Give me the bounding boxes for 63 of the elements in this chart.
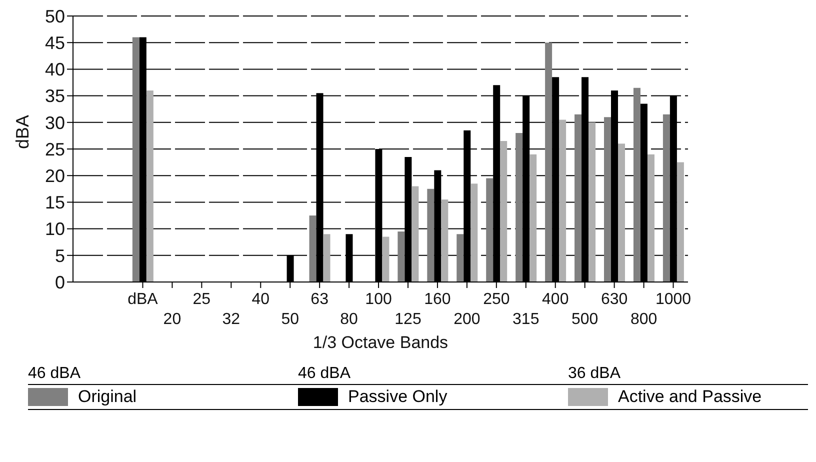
- bar: [647, 154, 654, 282]
- x-tick-label: 1000: [655, 291, 692, 308]
- bar: [530, 154, 537, 282]
- bar: [516, 133, 523, 282]
- y-tick-label: 10: [44, 219, 65, 240]
- x-tick-label: 400: [542, 291, 569, 308]
- bar: [382, 236, 390, 282]
- y-tick-label: 20: [44, 166, 65, 186]
- x-tick-label: 40: [252, 291, 270, 308]
- bar: [559, 120, 566, 282]
- bar: [588, 122, 596, 282]
- x-tick-label: 500: [571, 311, 598, 328]
- x-tick-label: 160: [424, 291, 451, 308]
- bar: [132, 37, 140, 282]
- x-tick-label: 25: [192, 291, 211, 308]
- legend-label: Passive Only: [348, 387, 448, 407]
- x-tick-label: 100: [365, 291, 392, 308]
- bar: [676, 162, 684, 282]
- y-tick-label: 40: [44, 60, 65, 80]
- x-tick-label: dBA: [128, 291, 158, 308]
- y-tick-label: 30: [44, 112, 65, 133]
- y-tick-label: 5: [54, 246, 65, 266]
- bar: [500, 141, 508, 282]
- legend-label: Active and Passive: [618, 387, 762, 407]
- x-tick-label: 315: [512, 311, 540, 328]
- y-tick-label: 35: [44, 86, 65, 106]
- bar: [323, 234, 330, 282]
- bar: [574, 114, 582, 282]
- text: 46 dBA: [298, 365, 350, 383]
- bar: [309, 216, 316, 282]
- bar: [545, 42, 552, 282]
- x-tick-label: 20: [163, 311, 182, 328]
- y-tick-label: 0: [54, 272, 65, 292]
- bar: [412, 186, 419, 282]
- x-tick-label: 50: [281, 311, 300, 328]
- bar: [662, 114, 670, 282]
- x-tick-label: 80: [340, 311, 358, 328]
- text: 46 dBA: [28, 365, 80, 383]
- bar: [633, 88, 640, 282]
- bar: [427, 188, 434, 282]
- bar: [604, 117, 611, 282]
- x-axis-title: 1/3 Octave Bands: [312, 333, 448, 352]
- x-tick-label: 63: [310, 291, 329, 308]
- x-tick-label: 800: [630, 311, 658, 328]
- bar: [618, 144, 625, 282]
- bar: [146, 90, 154, 282]
- x-tick-label: 630: [600, 291, 628, 308]
- bar: [470, 184, 478, 282]
- y-axis-title: dBA: [12, 114, 32, 149]
- y-tick-label: 45: [44, 32, 65, 53]
- x-tick-label: 250: [483, 291, 510, 308]
- y-tick-label: 25: [44, 139, 65, 160]
- x-tick-label: 32: [222, 311, 240, 328]
- x-tick-label: 125: [394, 311, 422, 328]
- bar: [456, 234, 464, 282]
- bar: [486, 178, 494, 282]
- x-tick-label: 200: [454, 311, 480, 328]
- bar: [441, 200, 448, 282]
- y-tick-label: 15: [44, 192, 65, 213]
- legend-label: Original: [78, 387, 137, 407]
- y-tick-label: 50: [44, 6, 65, 26]
- text: 36 dBA: [568, 365, 620, 383]
- bar: [398, 231, 405, 282]
